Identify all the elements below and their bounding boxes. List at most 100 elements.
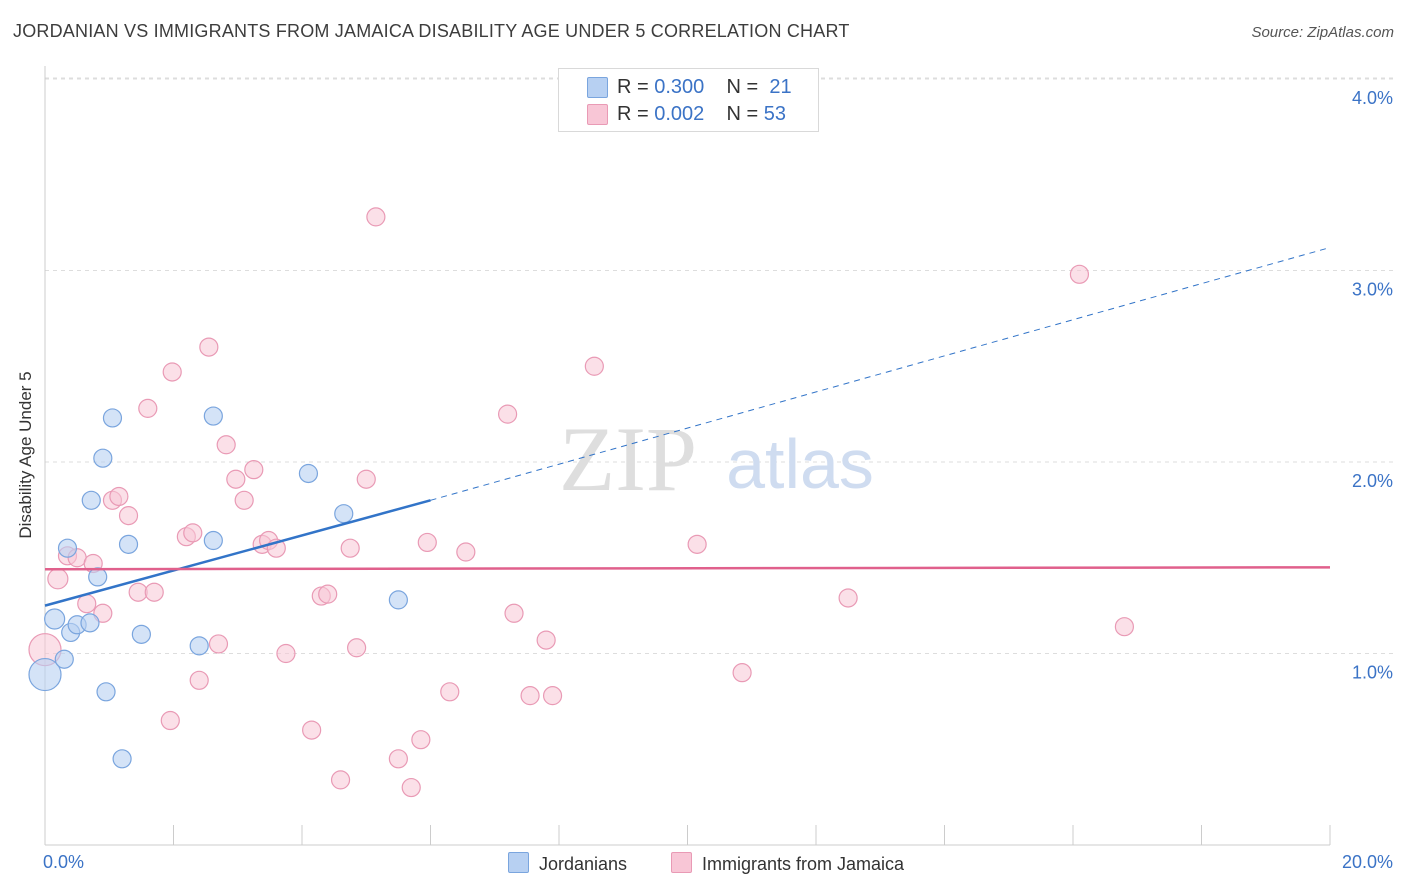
jamaica-point [138, 398, 158, 418]
jamaica-point [1069, 264, 1090, 284]
legend-n-label: N = [726, 76, 759, 98]
jamaica-point [687, 534, 707, 554]
jordanian-point [388, 590, 408, 610]
y-tick-labels: 1.0% 2.0% 3.0% 4.0% [1352, 88, 1393, 683]
jordanian-trend-line [44, 499, 431, 607]
jordanian-point [57, 538, 78, 558]
chart-title: JORDANIAN VS IMMIGRANTS FROM JAMAICA DIS… [13, 21, 850, 41]
jordanian-point [54, 649, 74, 669]
jamaica-point [417, 532, 437, 553]
legend-r-label: R = [617, 76, 649, 98]
jordanian-points [28, 406, 408, 769]
trend-lines [44, 247, 1331, 607]
jamaica-point [216, 435, 236, 455]
jamaica-point [109, 486, 129, 507]
legend-r-label: R = [617, 103, 649, 125]
jordanian-point [189, 636, 209, 656]
jamaica-point [302, 720, 322, 740]
jamaica-point [366, 207, 386, 227]
jamaica-point [504, 603, 524, 623]
jordanian-point [81, 490, 101, 510]
bottom-legend-label: Immigrants from Jamaica [702, 854, 905, 874]
jamaica-point [401, 777, 421, 798]
jamaica-point [318, 584, 338, 604]
jordanian-point [131, 624, 151, 644]
jordanian-point [118, 534, 139, 554]
jordanian-point [28, 657, 62, 692]
jamaica-point [183, 523, 203, 543]
jordanian-point [298, 463, 319, 484]
jamaica-point [162, 362, 182, 382]
jamaica-point [356, 469, 376, 489]
jordanian-point [203, 530, 223, 551]
bottom-legend-swatch-blue [508, 852, 529, 873]
jamaica-point [1114, 617, 1135, 637]
x-tick-max: 20.0% [1341, 852, 1393, 872]
jamaica-point [347, 638, 367, 658]
jamaica-point [330, 770, 351, 790]
jordanian-point [88, 567, 108, 587]
bottom-legend-jordanians: Jordanians [508, 852, 627, 875]
jordanian-point [203, 406, 223, 426]
y-tick-label: 1.0% [1352, 663, 1393, 683]
jamaica-point [440, 682, 460, 702]
jamaica-point [208, 634, 229, 654]
x-tick-min: 0.0% [43, 852, 85, 872]
bottom-legend-jamaica: Immigrants from Jamaica [671, 852, 904, 875]
jamaica-point [93, 603, 113, 623]
jamaica-point [456, 542, 476, 562]
correlation-legend: R = 0.300 N = 21 R = 0.002 N = 53 [558, 68, 819, 132]
jamaica-point [160, 710, 180, 731]
jamaica-point [77, 594, 97, 614]
jamaica-point [189, 670, 209, 690]
legend-n-label: N = [726, 103, 759, 125]
jamaica-point [234, 490, 254, 510]
watermark-zip: ZIP [559, 408, 697, 510]
jordanian-point [112, 749, 132, 769]
y-tick-label: 3.0% [1352, 280, 1393, 300]
jamaica-point [144, 582, 164, 602]
jordanian-point [80, 613, 100, 633]
jamaica-trend-line [44, 566, 1331, 571]
legend-n-value: 53 [763, 103, 787, 125]
legend-r-value: 0.300 [654, 76, 705, 98]
jamaica-point [536, 630, 556, 650]
jordanian-point [334, 504, 354, 524]
jordanian-point [96, 682, 116, 702]
legend-swatch-pink [587, 104, 608, 125]
legend-n-value: 21 [769, 76, 792, 98]
jamaica-point [838, 588, 858, 608]
jamaica-point [584, 356, 604, 376]
jamaica-point [276, 643, 296, 664]
watermark-atlas: atlas [726, 425, 874, 503]
jamaica-point [118, 506, 139, 526]
legend-swatch-blue [587, 77, 608, 98]
jamaica-point [47, 568, 69, 590]
source-label: Source: ZipAtlas.com [1251, 24, 1394, 41]
jordanian-point [93, 448, 113, 468]
bottom-legend-swatch-pink [671, 852, 692, 873]
jamaica-point [340, 538, 360, 558]
y-tick-label: 2.0% [1352, 471, 1393, 491]
legend-r-value: 0.002 [654, 103, 705, 125]
jamaica-point [128, 582, 148, 602]
jordanian-point [44, 608, 66, 630]
jamaica-point [388, 749, 408, 769]
jamaica-point [498, 404, 518, 424]
jamaica-points [28, 207, 1135, 798]
jordanian-point [102, 408, 123, 428]
jamaica-point [199, 337, 219, 357]
y-axis-title: Disability Age Under 5 [16, 371, 35, 539]
axes [44, 66, 1331, 846]
jordanian-trend-extension [430, 247, 1331, 501]
jamaica-point [520, 686, 540, 706]
jamaica-point [226, 469, 246, 489]
bottom-legend-label: Jordanians [539, 854, 628, 874]
y-tick-label: 4.0% [1352, 88, 1393, 108]
jamaica-point [411, 730, 431, 750]
jamaica-point [542, 686, 563, 706]
jamaica-point [244, 460, 264, 480]
watermark: ZIP atlas [559, 408, 874, 510]
jamaica-point [732, 663, 752, 683]
